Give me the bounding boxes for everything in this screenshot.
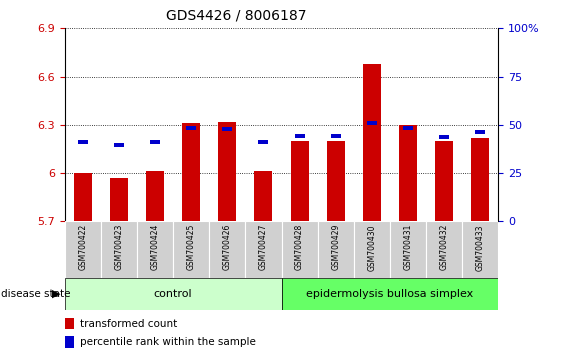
Bar bbox=[110, 178, 128, 221]
Text: control: control bbox=[154, 289, 193, 299]
Bar bbox=[403, 126, 413, 130]
Text: GSM700425: GSM700425 bbox=[187, 224, 196, 270]
Text: epidermolysis bullosa simplex: epidermolysis bullosa simplex bbox=[306, 289, 473, 299]
Bar bbox=[426, 221, 462, 278]
Bar bbox=[390, 221, 426, 278]
Bar bbox=[439, 135, 449, 139]
Bar bbox=[65, 278, 282, 310]
Bar bbox=[462, 221, 498, 278]
Bar bbox=[150, 140, 160, 144]
Bar bbox=[475, 130, 485, 135]
Bar bbox=[330, 133, 341, 138]
Bar bbox=[254, 171, 272, 221]
Bar bbox=[65, 336, 74, 348]
Bar bbox=[182, 123, 200, 221]
Text: GSM700433: GSM700433 bbox=[476, 224, 485, 270]
Text: GDS4426 / 8006187: GDS4426 / 8006187 bbox=[166, 9, 307, 23]
Bar bbox=[146, 171, 164, 221]
Bar bbox=[173, 221, 209, 278]
Bar bbox=[318, 221, 354, 278]
Bar bbox=[327, 141, 345, 221]
Bar bbox=[114, 143, 124, 147]
Bar bbox=[258, 140, 269, 144]
Bar bbox=[65, 318, 74, 329]
Bar bbox=[186, 126, 196, 130]
Text: GSM700423: GSM700423 bbox=[114, 224, 123, 270]
Bar bbox=[222, 127, 233, 131]
Text: GSM700427: GSM700427 bbox=[259, 224, 268, 270]
Text: disease state: disease state bbox=[1, 289, 70, 299]
Bar bbox=[367, 121, 377, 125]
Text: GSM700432: GSM700432 bbox=[440, 224, 449, 270]
Bar bbox=[294, 133, 305, 138]
Bar bbox=[399, 125, 417, 221]
Text: GSM700422: GSM700422 bbox=[78, 224, 87, 270]
Bar bbox=[137, 221, 173, 278]
Text: GSM700426: GSM700426 bbox=[223, 224, 232, 270]
Text: GSM700430: GSM700430 bbox=[367, 224, 376, 270]
Bar bbox=[435, 141, 453, 221]
Text: GSM700431: GSM700431 bbox=[404, 224, 413, 270]
Bar bbox=[209, 221, 245, 278]
Bar bbox=[354, 221, 390, 278]
Text: ▶: ▶ bbox=[52, 289, 61, 299]
Bar bbox=[291, 141, 309, 221]
Bar bbox=[74, 173, 92, 221]
Text: percentile rank within the sample: percentile rank within the sample bbox=[80, 337, 256, 347]
Text: GSM700428: GSM700428 bbox=[295, 224, 304, 270]
Bar bbox=[78, 140, 88, 144]
Bar bbox=[218, 121, 236, 221]
Bar bbox=[471, 138, 489, 221]
Bar bbox=[363, 64, 381, 221]
Bar bbox=[282, 221, 318, 278]
Bar bbox=[65, 221, 101, 278]
Bar bbox=[282, 278, 498, 310]
Text: GSM700429: GSM700429 bbox=[331, 224, 340, 270]
Text: transformed count: transformed count bbox=[80, 319, 177, 329]
Bar bbox=[101, 221, 137, 278]
Text: GSM700424: GSM700424 bbox=[150, 224, 159, 270]
Bar bbox=[245, 221, 282, 278]
